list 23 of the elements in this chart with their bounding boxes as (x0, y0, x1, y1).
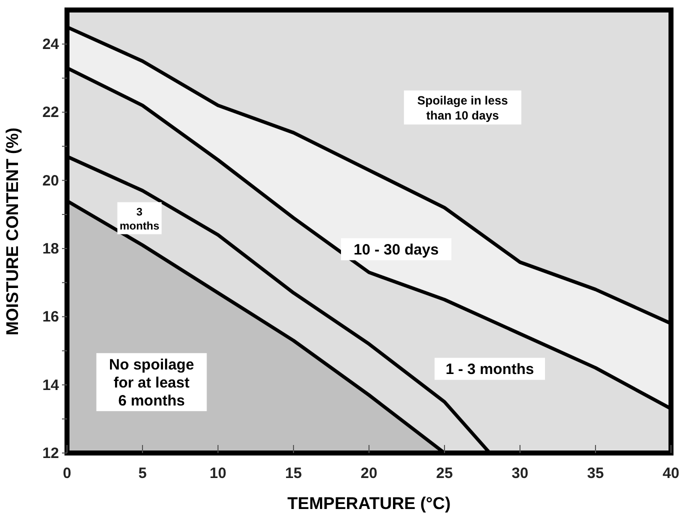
annotation: 1 - 3 months (446, 361, 534, 378)
annotation: No spoilage for at least 6 months (109, 356, 194, 410)
x-axis-title: TEMPERATURE (°C) (287, 494, 451, 513)
y-tick-label: 14 (42, 376, 60, 394)
x-tick-label: 20 (360, 465, 378, 482)
y-tick-label: 24 (42, 36, 60, 54)
y-tick-label: 16 (42, 308, 59, 326)
y-tick-label: 18 (42, 240, 59, 258)
annotation: Spoilage in less than 10 days (417, 93, 508, 122)
y-tick-label: 12 (42, 445, 59, 462)
y-axis-title: MOISTURE CONTENT (%) (3, 128, 22, 336)
x-tick-label: 5 (138, 465, 147, 482)
x-tick-label: 30 (512, 465, 528, 482)
y-tick-label: 22 (42, 104, 59, 122)
x-tick-label: 15 (285, 465, 302, 482)
x-tick-label: 40 (662, 465, 680, 482)
x-tick-label: 25 (436, 465, 453, 482)
x-tick-label: 0 (62, 465, 72, 482)
annotation: 10 - 30 days (354, 242, 439, 259)
y-tick-label: 20 (42, 172, 59, 190)
annotation: 3 months (120, 206, 160, 232)
x-tick-label: 35 (587, 465, 604, 482)
x-tick-label: 10 (210, 465, 226, 482)
